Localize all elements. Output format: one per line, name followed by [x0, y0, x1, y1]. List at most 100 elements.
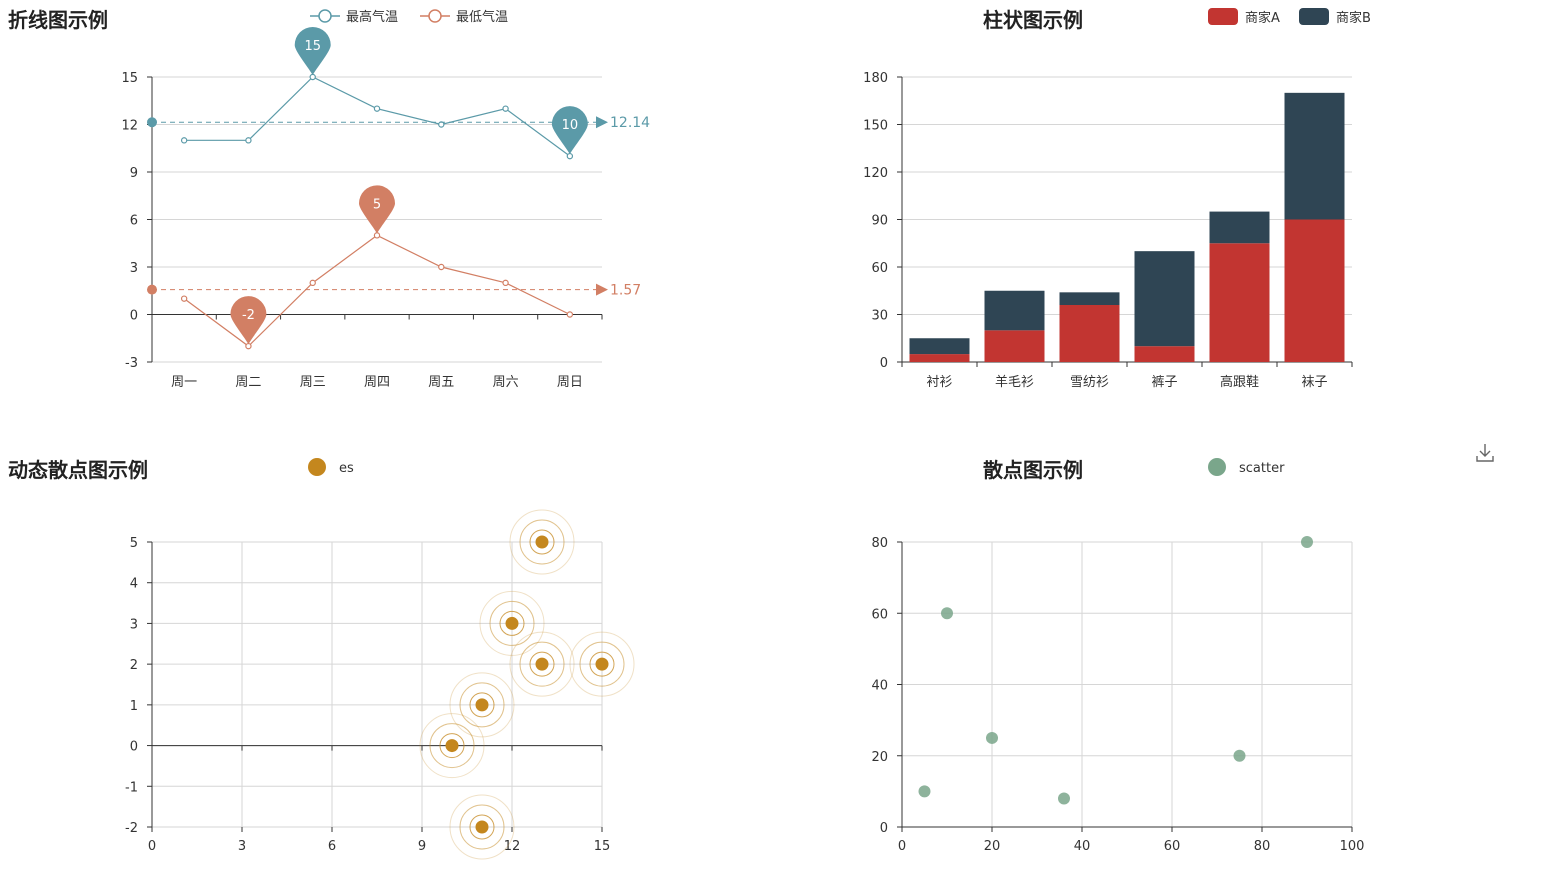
- data-point: [535, 657, 549, 671]
- bar-chart-title: 柱状图示例: [983, 8, 1083, 32]
- legend-label: 商家A: [1245, 10, 1280, 26]
- mark-point-label: 15: [304, 39, 321, 54]
- data-point: [1301, 536, 1313, 548]
- data-point: [566, 152, 574, 160]
- ripple-ring: [579, 641, 625, 687]
- average-line-label: 1.57: [610, 283, 641, 299]
- data-point: [1233, 749, 1246, 762]
- effect-scatter-chart-title: 动态散点图示例: [8, 458, 148, 482]
- y-tick-label: 6: [130, 214, 138, 229]
- data-point: [245, 137, 252, 144]
- y-tick-label: 60: [871, 607, 888, 622]
- x-tick-label: 周四: [364, 375, 390, 390]
- y-tick-label: 4: [130, 577, 138, 592]
- x-tick-label: 雪纺衫: [1070, 375, 1109, 390]
- bar: [1059, 305, 1120, 362]
- legend-label: 最低气温: [456, 9, 508, 25]
- bar: [984, 290, 1045, 331]
- data-point: [445, 739, 459, 753]
- data-point: [566, 311, 574, 318]
- data-point: [373, 105, 381, 112]
- ripple-ring: [489, 600, 535, 646]
- bar-chart: 0 30 60 90 120 150 180 衬衫 羊毛衫 雪纺衫 裤子 高跟鞋 袜子 商家A 商家B: [863, 8, 1371, 390]
- ripple-ring: [429, 723, 475, 769]
- x-tick-label: 周三: [300, 375, 326, 390]
- x-tick-label: 15: [594, 839, 611, 854]
- data-point: [309, 279, 316, 287]
- average-line-arrow: [596, 283, 608, 296]
- y-tick-label: 9: [130, 166, 138, 181]
- y-tick-label: 3: [130, 617, 138, 632]
- ripple-ring: [519, 519, 565, 565]
- y-tick-label: 80: [871, 536, 888, 551]
- x-tick-label: 0: [148, 839, 156, 854]
- mark-point-label: 10: [562, 118, 579, 133]
- y-tick-label: 20: [871, 750, 888, 765]
- legend-marker: [428, 9, 442, 23]
- x-tick-label: 60: [1164, 839, 1181, 854]
- data-point: [309, 73, 316, 81]
- ripple-ring: [509, 509, 575, 575]
- data-point: [1058, 792, 1070, 805]
- x-tick-label: 0: [898, 839, 906, 854]
- x-tick-label: 100: [1340, 839, 1365, 854]
- legend-item: scatter: [1208, 458, 1285, 476]
- legend-label: es: [339, 461, 354, 476]
- data-point: [941, 607, 953, 620]
- y-tick-label: -2: [125, 821, 138, 836]
- x-tick-label: 周二: [235, 375, 261, 390]
- x-tick-label: 周日: [557, 375, 583, 390]
- legend-marker: [308, 458, 326, 476]
- legend-label: 最高气温: [346, 9, 398, 25]
- data-point: [505, 616, 519, 630]
- ripple-ring: [569, 631, 635, 697]
- x-tick-label: 6: [328, 839, 336, 854]
- y-tick-label: 12: [121, 119, 138, 134]
- ripple-ring: [519, 641, 565, 687]
- ripple-ring: [529, 651, 555, 677]
- data-point: [502, 279, 509, 287]
- data-point: [180, 137, 188, 144]
- x-tick-label: 80: [1254, 839, 1271, 854]
- mark-point-pin: [230, 296, 267, 345]
- scatter-chart: 0 20 40 60 80 0 20 40 60 80 100 scatter: [871, 458, 1364, 854]
- data-point: [502, 105, 509, 112]
- legend-item: 商家B: [1299, 8, 1371, 26]
- bar: [1209, 211, 1270, 244]
- data-point: [373, 232, 381, 239]
- y-tick-label: 90: [871, 214, 888, 229]
- x-tick-label: 9: [418, 839, 426, 854]
- legend-marker: [318, 9, 332, 23]
- mark-point-label: -2: [242, 308, 255, 323]
- data-point: [438, 263, 445, 271]
- ripple-ring: [459, 804, 505, 850]
- x-tick-label: 袜子: [1301, 375, 1327, 390]
- data-point: [245, 342, 252, 350]
- download-icon[interactable]: [1476, 444, 1494, 462]
- data-point: [535, 535, 549, 549]
- bar: [909, 354, 970, 362]
- y-tick-label: 40: [871, 679, 888, 694]
- y-tick-label: 180: [863, 71, 888, 86]
- average-line-start: [147, 117, 157, 128]
- data-point: [475, 698, 489, 712]
- y-tick-label: 5: [130, 536, 138, 551]
- y-tick-label: 150: [863, 119, 888, 134]
- average-line-arrow: [596, 116, 608, 129]
- x-tick-label: 衬衫: [926, 375, 952, 390]
- ripple-ring: [589, 651, 615, 677]
- y-tick-label: 0: [880, 821, 888, 836]
- legend-item: 最高气温: [310, 9, 398, 25]
- ripple-ring: [469, 814, 495, 840]
- ripple-ring: [499, 610, 525, 636]
- bar: [1284, 219, 1345, 362]
- legend-marker: [1299, 8, 1329, 25]
- x-tick-label: 20: [984, 839, 1001, 854]
- mark-point-pin: [359, 185, 395, 234]
- y-tick-label: 15: [121, 71, 138, 86]
- y-tick-label: 0: [130, 309, 138, 324]
- legend-marker: [1208, 458, 1226, 476]
- legend-marker: [1208, 8, 1238, 25]
- y-tick-label: 1: [130, 699, 138, 714]
- legend-item: 商家A: [1208, 8, 1280, 26]
